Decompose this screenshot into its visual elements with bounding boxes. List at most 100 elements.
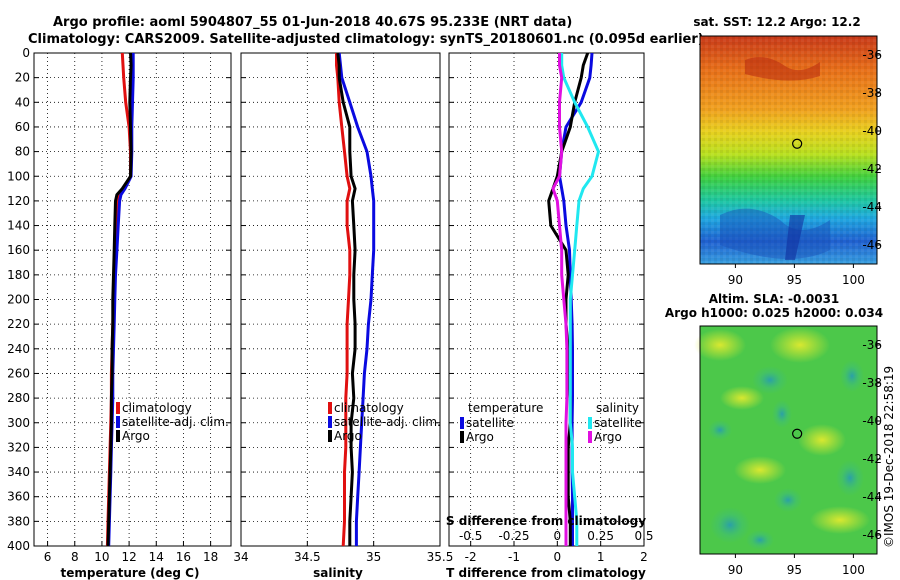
s-tick-label: 0 — [554, 529, 562, 543]
argo-position-marker — [792, 428, 803, 439]
lat-tick-label: -36 — [862, 48, 882, 62]
lon-tick-label: 90 — [728, 563, 743, 577]
s-tick-label: -0.25 — [498, 529, 529, 543]
series-line-argo — [336, 52, 357, 546]
lat-tick-label: -38 — [862, 376, 882, 390]
series-line-salinity-argo — [551, 53, 569, 546]
lon-tick-label: 95 — [787, 563, 802, 577]
x-tick-label: 1 — [597, 550, 605, 564]
lat-tick-label: -38 — [862, 86, 882, 100]
lat-tick-label: -46 — [862, 528, 882, 542]
t-difference-axis-label: T difference from climatology — [446, 566, 646, 580]
legend-label: Argo — [334, 429, 362, 443]
y-tick-label: 220 — [7, 317, 30, 331]
x-tick-label: -1 — [508, 550, 520, 564]
y-tick-label: 340 — [7, 465, 30, 479]
legend-swatch — [116, 402, 120, 414]
legend-label: climatology — [334, 401, 404, 415]
salinity-axis-label: salinity — [313, 566, 363, 580]
s-tick-label: -0.5 — [459, 529, 482, 543]
legend-label: satellite-adj. clim. — [122, 415, 229, 429]
legend-swatch — [460, 431, 464, 443]
x-tick-label: -2 — [465, 550, 477, 564]
x-tick-label: 35 — [366, 550, 381, 564]
lat-tick-label: -44 — [862, 200, 882, 214]
series-line-climatology — [335, 53, 352, 547]
lat-tick-label: -42 — [862, 452, 882, 466]
y-tick-label: 280 — [7, 391, 30, 405]
temperature-axis-label: temperature (deg C) — [61, 566, 200, 580]
y-tick-label: 120 — [7, 194, 30, 208]
y-tick-label: 60 — [15, 120, 30, 134]
x-tick-label: 12 — [121, 550, 136, 564]
series-line-satellite-adj-clim- — [337, 52, 376, 546]
y-tick-label: 20 — [15, 71, 30, 85]
y-tick-label: 380 — [7, 514, 30, 528]
y-tick-label: 160 — [7, 243, 30, 257]
y-tick-label: 140 — [7, 219, 30, 233]
legend-label: climatology — [122, 401, 192, 415]
legend-swatch — [328, 430, 332, 442]
lat-tick-label: -40 — [862, 124, 882, 138]
lon-tick-label: 90 — [728, 273, 743, 287]
y-tick-label: 320 — [7, 440, 30, 454]
s-tick-label: 0.5 — [634, 529, 653, 543]
legend-swatch — [588, 417, 592, 429]
legend-swatch — [116, 430, 120, 442]
header-line1: Argo profile: aoml 5904807_55 01-Jun-201… — [53, 15, 572, 30]
x-tick-label: 8 — [71, 550, 79, 564]
sla-map-title-1: Altim. SLA: -0.0031 — [709, 292, 840, 306]
legend-swatch — [116, 416, 120, 428]
legend-swatch — [328, 402, 332, 414]
legend-label: Argo — [594, 430, 622, 444]
header-line2: Climatology: CARS2009. Satellite-adjuste… — [28, 32, 704, 47]
x-tick-label: 18 — [203, 550, 218, 564]
y-tick-label: 0 — [22, 46, 30, 60]
y-tick-label: 100 — [7, 169, 30, 183]
y-tick-label: 80 — [15, 145, 30, 159]
x-tick-label: 6 — [44, 550, 52, 564]
y-tick-label: 200 — [7, 293, 30, 307]
lon-tick-label: 100 — [842, 273, 865, 287]
series-line-salinity-satellite — [560, 53, 600, 546]
difference-profile-panel: -2 -1 0 1 2temperaturesatelliteArgosalinitys… — [446, 52, 654, 564]
legend-label: Argo — [122, 429, 150, 443]
x-tick-label: 0 — [554, 550, 562, 564]
sla-map: -36 -38 -40 -42 -44 -46 90 95 100 — [694, 325, 882, 577]
legend-title-salinity: salinity — [596, 401, 639, 415]
s-difference-axis-label: S difference from climatology — [446, 514, 646, 528]
panel-frame — [448, 52, 645, 547]
legend-label: satellite — [594, 416, 642, 430]
legend-title-temperature: temperature — [468, 401, 543, 415]
legend-swatch — [460, 417, 464, 429]
temperature-profile-panel: 6 8 10 12 14 16 180204060801001201401601802002… — [7, 46, 232, 564]
x-tick-label: 16 — [176, 550, 191, 564]
x-tick-label: 34.5 — [294, 550, 321, 564]
legend-swatch — [328, 416, 332, 428]
legend-label: satellite-adj. clim. — [334, 415, 441, 429]
imos-credit: ©IMOS 19-Dec-2018 22:58:19 — [882, 366, 896, 548]
y-tick-label: 360 — [7, 490, 30, 504]
x-tick-label: 34 — [233, 550, 248, 564]
legend-swatch — [588, 431, 592, 443]
argo-position-marker — [792, 138, 803, 149]
sst-map-title: sat. SST: 12.2 Argo: 12.2 — [693, 15, 860, 29]
legend-label: satellite — [466, 416, 514, 430]
y-tick-label: 180 — [7, 268, 30, 282]
lon-tick-label: 100 — [842, 563, 865, 577]
lat-tick-label: -44 — [862, 490, 882, 504]
y-tick-label: 260 — [7, 366, 30, 380]
y-tick-label: 240 — [7, 342, 30, 356]
series-line-argo — [106, 52, 133, 547]
lat-tick-label: -36 — [862, 338, 882, 352]
lon-tick-label: 95 — [787, 273, 802, 287]
lat-tick-label: -42 — [862, 162, 882, 176]
sst-map: -36 -38 -40 -42 -44 -46 90 95 100 — [699, 35, 882, 287]
x-tick-label: 35.5 — [427, 550, 454, 564]
y-tick-label: 40 — [15, 95, 30, 109]
series-line-temperature-argo — [547, 52, 590, 546]
x-tick-label: 10 — [94, 550, 109, 564]
x-tick-label: 14 — [149, 550, 164, 564]
